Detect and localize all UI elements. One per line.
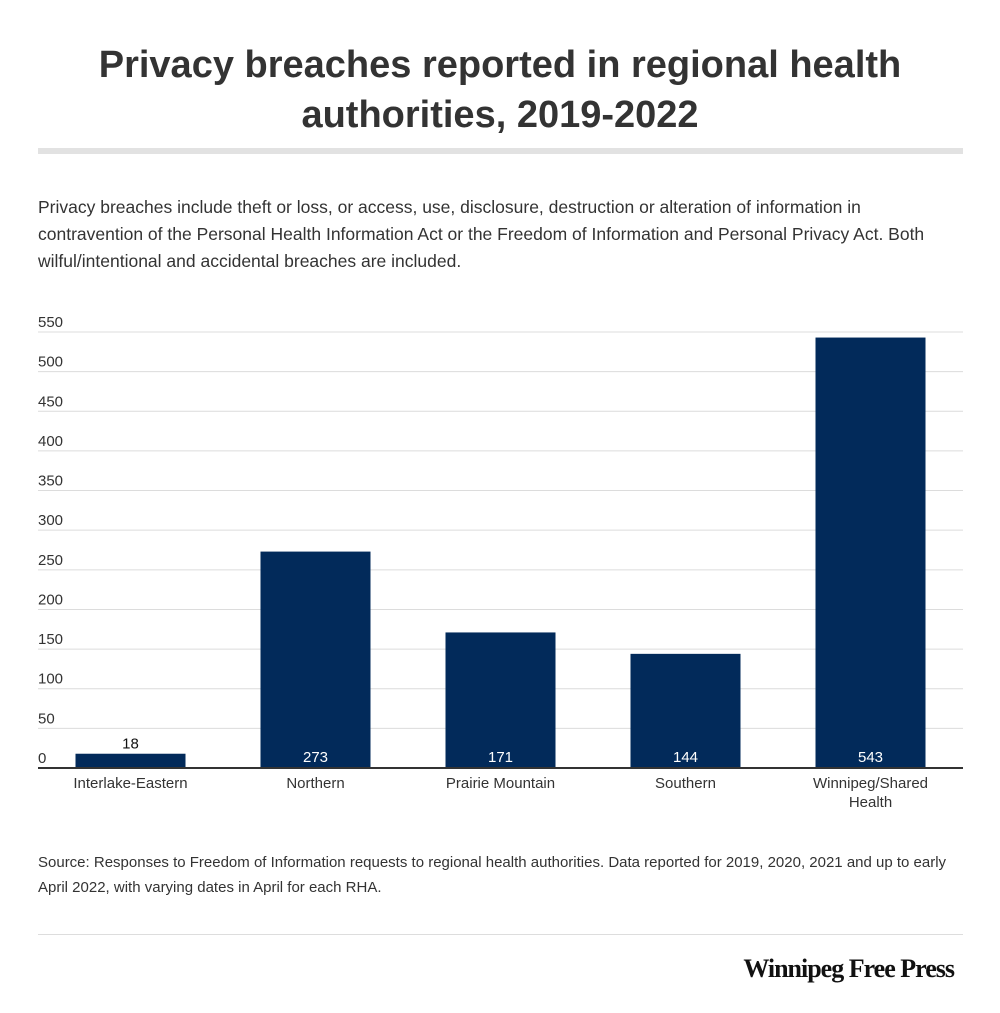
- x-category-label: Winnipeg/Shared Health: [813, 775, 928, 811]
- y-tick-label: 0: [38, 750, 46, 767]
- y-tick-label: 100: [38, 671, 63, 688]
- y-tick-label: 450: [38, 393, 63, 410]
- y-tick-label: 500: [38, 354, 63, 371]
- bar: [75, 753, 186, 768]
- y-tick-label: 550: [38, 314, 63, 331]
- chart-description: Privacy breaches include theft or loss, …: [38, 197, 925, 271]
- bar-value-label: 543: [858, 749, 883, 766]
- x-category-label: Northern: [286, 775, 344, 792]
- y-tick-label: 300: [38, 512, 63, 529]
- y-tick-label: 200: [38, 591, 63, 608]
- y-tick-label: 400: [38, 433, 63, 450]
- y-tick-label: 250: [38, 552, 63, 569]
- bar: [445, 632, 556, 768]
- bar: [260, 551, 371, 768]
- gridlines: [38, 331, 963, 729]
- x-category-label: Interlake-Eastern: [73, 775, 187, 792]
- bar: [630, 653, 741, 768]
- bar: [815, 337, 926, 768]
- y-tick-label: 50: [38, 710, 55, 727]
- bars: 18 273 171 144 543: [75, 337, 926, 768]
- x-category-label: Prairie Mountain: [446, 775, 555, 792]
- bar-value-label: 144: [673, 749, 698, 766]
- chart-title: Privacy breaches reported in regional he…: [98, 44, 902, 136]
- publisher-logo: Winnipeg Free Press: [743, 954, 955, 983]
- y-tick-label: 150: [38, 631, 63, 648]
- footer-divider: [38, 934, 963, 935]
- x-axis-labels: Interlake-Eastern Northern Prairie Mountai…: [73, 775, 928, 811]
- bar-value-label: 171: [488, 749, 513, 766]
- source-note: Source: Responses to Freedom of Informat…: [38, 854, 947, 896]
- y-axis-ticks: 0 50 100 150 200 250 300 350 400 450 500 550: [38, 314, 63, 767]
- title-divider: [38, 148, 963, 154]
- bar-value-label: 273: [303, 749, 328, 766]
- x-category-label: Southern: [655, 775, 716, 792]
- y-tick-label: 350: [38, 473, 63, 490]
- bar-value-label: 18: [122, 736, 139, 753]
